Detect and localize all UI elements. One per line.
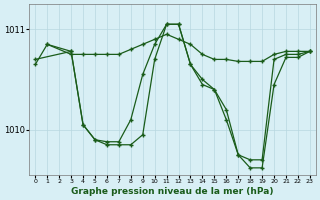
X-axis label: Graphe pression niveau de la mer (hPa): Graphe pression niveau de la mer (hPa): [71, 187, 274, 196]
